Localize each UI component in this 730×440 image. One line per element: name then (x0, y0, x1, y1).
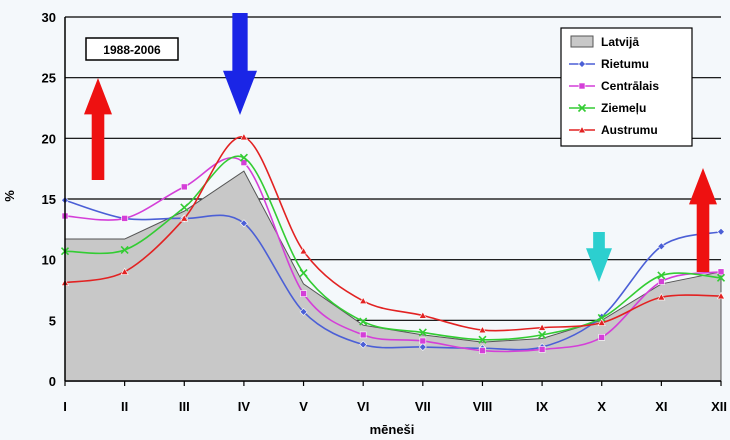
point-Austrumu-XI (657, 293, 666, 301)
point-Ziemeļu-VI (359, 317, 368, 326)
point-Austrumu-II (120, 267, 129, 275)
period-box-frame (85, 37, 179, 61)
point-Austrumu-XII (716, 291, 726, 300)
point-Rietumu-XI (657, 242, 666, 251)
y-tick-label-25: 25 (42, 71, 56, 86)
y-tick-label-10: 10 (42, 253, 56, 268)
point-Centrālais-XII (717, 268, 725, 276)
point-Centrālais-X (598, 334, 606, 341)
x-tick-label-IX: IX (536, 399, 549, 414)
y-tick-label-5: 5 (49, 313, 56, 328)
legend-label-Ziemeļu: Ziemeļu (601, 101, 646, 115)
legend-marker-Rietumu (578, 60, 586, 68)
x-tick-label-II: II (121, 399, 128, 414)
point-Centrālais-XI (658, 278, 665, 285)
area-series-Latvijā (64, 170, 722, 382)
x-tick-label-X: X (597, 399, 606, 414)
point-Rietumu-IV (239, 219, 248, 228)
point-Ziemeļu-II (120, 245, 129, 255)
legend-marker-Centrālais (578, 82, 586, 90)
point-Centrālais-VIII (479, 347, 486, 354)
x-tick-label-V: V (299, 399, 308, 414)
point-Austrumu-VI (359, 296, 368, 305)
point-Centrālais-V (300, 290, 307, 297)
legend-label-Austrumu: Austrumu (601, 123, 658, 137)
point-Austrumu-IX (538, 323, 547, 331)
legend-label-Latvijā: Latvijā (601, 35, 639, 49)
point-Austrumu-VII (418, 311, 427, 319)
y-tick-label-30: 30 (42, 10, 56, 25)
x-tick-label-XII: XII (711, 399, 727, 414)
x-axis-title: mēneši (370, 422, 415, 437)
legend-marker-Ziemeļu (577, 103, 587, 113)
point-Ziemeļu-XII (716, 273, 726, 282)
x-tick-label-VII: VII (415, 399, 431, 414)
period-label: 1988-2006 (103, 43, 161, 57)
x-tick-label-IV: IV (238, 399, 251, 414)
point-Austrumu-V (299, 247, 308, 255)
x-tick-label-VIII: VIII (473, 399, 493, 414)
axes (64, 17, 722, 386)
point-Rietumu-XII (717, 227, 725, 236)
point-Ziemeļu-XI (657, 271, 666, 280)
point-Austrumu-X (597, 318, 606, 326)
x-tick-label-I: I (63, 399, 67, 414)
legend-swatch-Latvijā (570, 35, 594, 48)
legend-marker-Austrumu (577, 125, 587, 134)
point-Austrumu-IV (239, 133, 248, 141)
point-Ziemeļu-X (597, 313, 606, 322)
blue-down-arrow (223, 13, 257, 115)
x-tick-label-XI: XI (655, 399, 667, 414)
point-Ziemeļu-VIII (478, 335, 487, 344)
point-Centrālais-III (180, 183, 188, 191)
legend: Latvijā Rietumu Centrālais Ziemeļu Austrumu (560, 27, 693, 147)
area-layer (64, 170, 722, 382)
point-Austrumu-VIII (478, 325, 487, 334)
legend-label-Rietumu: Rietumu (601, 57, 649, 71)
red-up-arrow-right (689, 168, 717, 272)
cyan-down-arrow (586, 232, 612, 282)
x-tick-label-III: III (179, 399, 190, 414)
y-tick-label-15: 15 (42, 192, 56, 207)
red-up-arrow-left (84, 78, 112, 180)
x-tick-label-VI: VI (357, 399, 369, 414)
point-Ziemeļu-III (180, 203, 189, 212)
lines-layer (60, 133, 726, 354)
point-Centrālais-IV (240, 159, 248, 166)
period-box: 1988-2006 (85, 37, 179, 61)
arrows (84, 13, 717, 282)
y-axis-title: % (2, 190, 17, 202)
y-tick-label-20: 20 (42, 131, 56, 146)
point-Centrālais-VI (359, 331, 367, 339)
point-Centrālais-VII (419, 337, 427, 345)
y-tick-label-0: 0 (49, 374, 56, 389)
point-Ziemeļu-IV (239, 153, 248, 162)
point-Ziemeļu-VII (418, 328, 427, 337)
point-Rietumu-VI (359, 340, 368, 349)
point-Rietumu-V (299, 307, 308, 316)
point-Austrumu-III (180, 214, 189, 222)
point-Ziemeļu-V (299, 268, 308, 278)
legend-label-Centrālais: Centrālais (601, 79, 659, 93)
point-Centrālais-II (121, 215, 128, 222)
point-Ziemeļu-IX (538, 330, 547, 339)
point-Rietumu-VII (418, 343, 427, 351)
point-Centrālais-IX (538, 346, 546, 353)
